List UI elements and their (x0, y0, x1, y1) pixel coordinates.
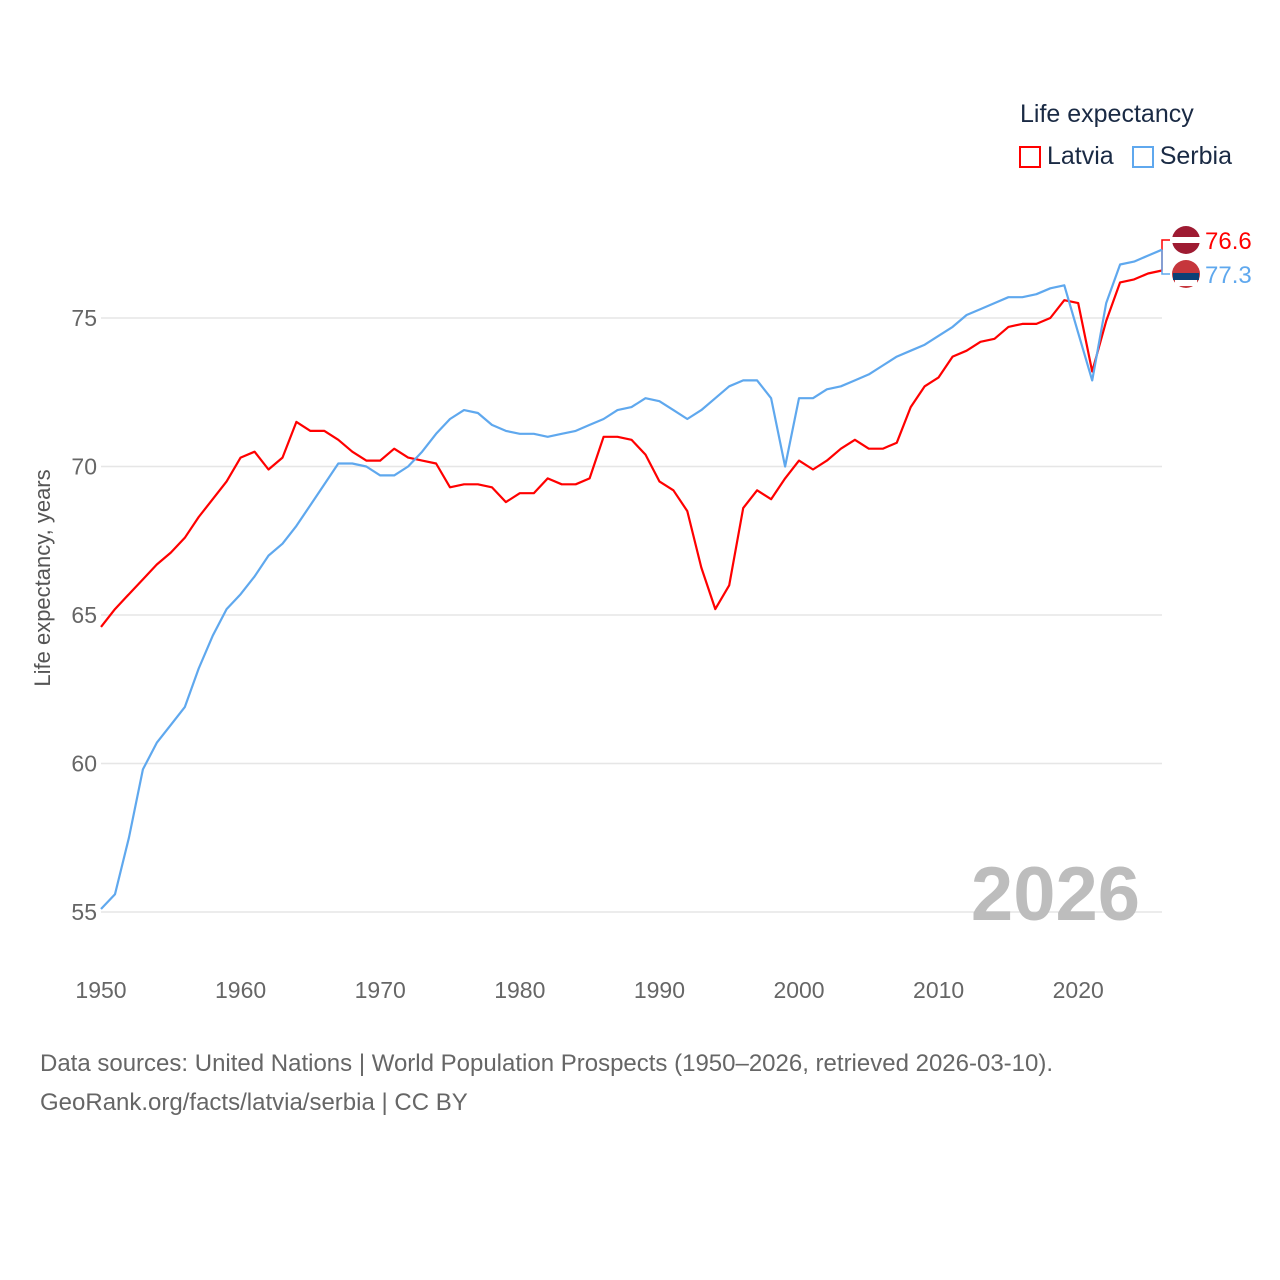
year-watermark: 2026 (971, 852, 1140, 937)
y-tick-label: 60 (71, 751, 97, 777)
y-tick-label: 70 (71, 454, 97, 480)
legend-item-serbia[interactable]: Serbia (1131, 142, 1232, 171)
x-tick-label: 2020 (1053, 977, 1104, 1003)
x-tick-label: 1950 (75, 977, 126, 1003)
x-tick-label: 1960 (215, 977, 266, 1003)
end-value-label-latvia: 76.6 (1205, 228, 1252, 255)
legend-label-serbia: Serbia (1159, 142, 1232, 170)
legend-label-latvia: Latvia (1047, 142, 1114, 170)
x-tick-label: 1970 (355, 977, 406, 1003)
latvia-swatch (1019, 145, 1041, 168)
x-tick-label: 2010 (913, 977, 964, 1003)
end-value-label-serbia: 77.3 (1205, 262, 1252, 289)
series-line-latvia (100, 269, 1163, 628)
serbia-flag-stripe (1173, 273, 1199, 280)
y-tick-label: 75 (71, 305, 97, 331)
end-connector (1161, 249, 1170, 275)
y-tick-label: 55 (71, 899, 97, 925)
end-connector (1161, 239, 1170, 271)
serbia-flag-stripe (1175, 280, 1197, 286)
footer: Data sources: United Nations | World Pop… (40, 1044, 1053, 1122)
legend-item-latvia[interactable]: Latvia (1019, 142, 1114, 171)
data-sources: Data sources: United Nations | World Pop… (40, 1050, 1054, 1077)
series-line-serbia (100, 248, 1163, 910)
x-tick-label: 1980 (494, 977, 545, 1003)
attribution-link[interactable]: GeoRank.org/facts/latvia/serbia | CC BY (40, 1089, 468, 1116)
x-tick-label: 1990 (634, 977, 685, 1003)
legend-title: Life expectancy (1020, 100, 1194, 128)
x-tick-label: 2000 (773, 977, 824, 1003)
y-axis-label: Life expectancy, years (30, 469, 55, 686)
latvia-flag-stripe (1172, 237, 1200, 243)
y-tick-label: 65 (71, 602, 97, 628)
serbia-swatch (1131, 145, 1154, 168)
legend: Latvia Serbia (1019, 142, 1232, 171)
